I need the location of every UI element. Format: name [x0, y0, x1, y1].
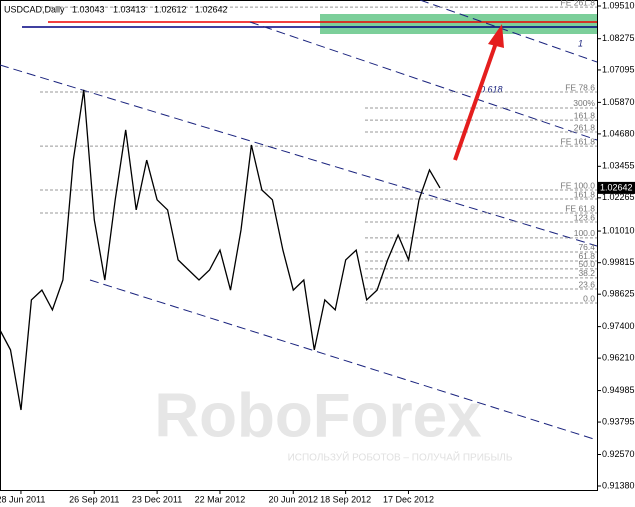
- fib-label: 300%: [573, 98, 595, 108]
- fib-label: 61.8: [578, 251, 595, 261]
- y-tick-label: 0.96210: [602, 353, 635, 363]
- fib-label: 100.0: [574, 228, 596, 238]
- y-tick-label: 1.03455: [602, 161, 635, 171]
- y-tick-label: 0.94985: [602, 385, 635, 395]
- y-tick-label: 0.97400: [602, 321, 635, 331]
- last-price: 1.02642: [600, 182, 633, 192]
- close: 1.02642: [195, 4, 228, 14]
- fib-label: FE 261.8: [561, 0, 596, 7]
- high: 1.03413: [113, 4, 146, 14]
- y-tick-label: 0.98625: [602, 289, 635, 299]
- channel-label: 0.618: [480, 84, 503, 94]
- y-tick-label: 0.91380: [602, 480, 635, 490]
- arrow-head: [488, 24, 504, 48]
- fib-label: FE 78.6: [565, 82, 595, 92]
- series-group: [0, 89, 441, 411]
- y-tick-label: 1.07095: [602, 64, 635, 74]
- fib-label: 76.4: [578, 242, 595, 252]
- y-tick-label: 0.99815: [602, 257, 635, 267]
- x-tick-label: 26 Sep 2011: [69, 494, 119, 504]
- open: 1.03043: [72, 4, 105, 14]
- x-tick-label: 18 Sep 2012: [320, 494, 371, 504]
- fib-label: 38.2: [578, 268, 595, 278]
- fib-label: 123.6: [574, 212, 596, 222]
- fib-label: 23.6: [578, 279, 595, 289]
- x-tick-label: 17 Dec 2012: [383, 494, 434, 504]
- low: 1.02612: [154, 4, 187, 14]
- arrow: [453, 39, 499, 161]
- fib-label: 50.0: [578, 259, 595, 269]
- fib-label: 161.8: [574, 110, 596, 120]
- y-tick-label: 1.05870: [602, 97, 635, 107]
- header: USDCAD,Daily 1.03043 1.03413 1.02612 1.0…: [4, 4, 228, 14]
- fib-label: FE 100.0: [561, 180, 596, 190]
- watermark: RoboForex: [154, 381, 482, 450]
- price-line: [0, 89, 441, 411]
- y-tick-label: 1.04680: [602, 128, 635, 138]
- y-tick-label: 0.92570: [602, 449, 635, 459]
- y-tick-label: 1.08275: [602, 33, 635, 43]
- target-zone: [320, 14, 597, 34]
- x-tick-label: 28 Jun 2011: [0, 494, 45, 504]
- channel-label: 1: [578, 38, 583, 48]
- last-price-box: [597, 181, 635, 194]
- fib-label: 161.8: [574, 189, 596, 199]
- watermark-sub: ИСПОЛЬЗУЙ РОБОТОВ – ПОЛУЧАЙ ПРИБЫЛЬ: [288, 451, 513, 464]
- fib-label: FE 161.8: [561, 136, 596, 146]
- y-tick-label: 1.09510: [602, 0, 635, 10]
- symbol: USDCAD,Daily: [4, 4, 65, 14]
- x-tick-label: 20 Jun 2012: [268, 494, 318, 504]
- x-tick-label: 23 Dec 2011: [132, 494, 182, 504]
- fib-label: FE 61.8: [565, 203, 595, 213]
- fib-label: 261.8: [574, 122, 596, 132]
- x-tick-label: 22 Mar 2012: [195, 494, 246, 504]
- fib-label: 0.0: [583, 293, 595, 303]
- channel: [0, 0, 598, 441]
- y-tick-label: 1.02265: [602, 192, 635, 202]
- y-tick-label: 0.93795: [602, 416, 635, 426]
- y-tick-label: 1.01010: [602, 225, 635, 235]
